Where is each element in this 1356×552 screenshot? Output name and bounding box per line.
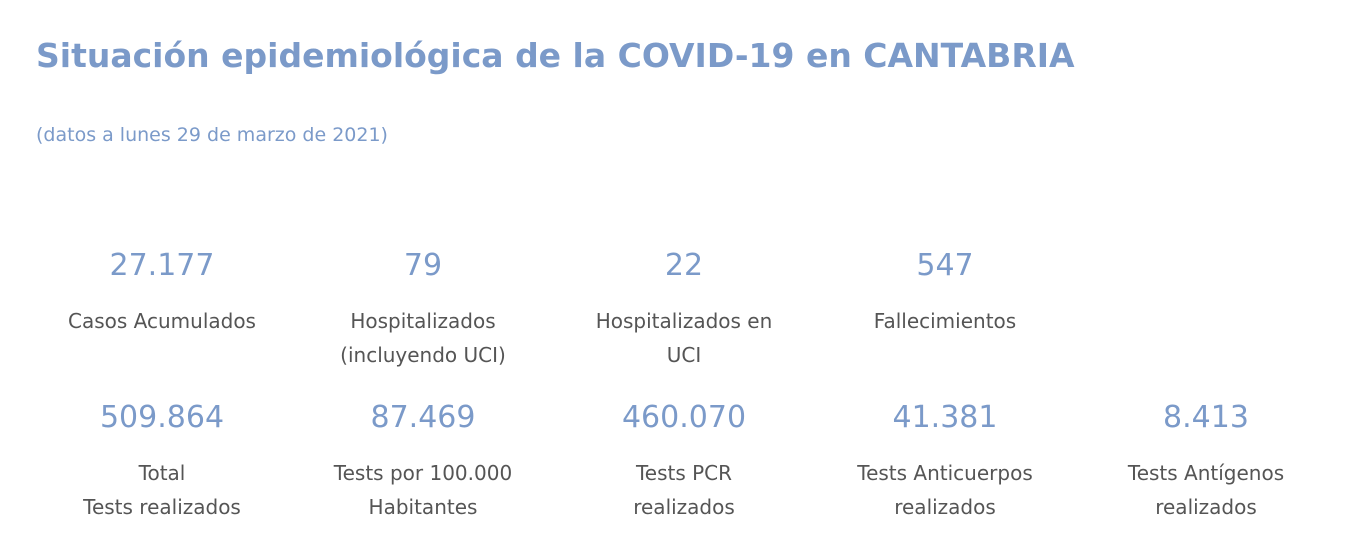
stat-label: Hospitalizados en UCI (595, 309, 773, 367)
stat-label: Casos Acumulados (68, 309, 256, 333)
data-date-subtitle: (datos a lunes 29 de marzo de 2021) (36, 124, 388, 146)
stat-label: Tests Anticuerpos realizados (857, 461, 1033, 519)
stat-label: Fallecimientos (873, 309, 1017, 333)
stat-value: 509.864 (99, 400, 225, 435)
stat-value: 27.177 (109, 248, 215, 283)
stat-tests-antigenos: 8.413 Tests Antígenos realizados (1076, 400, 1336, 524)
stat-fallecimientos: 547 Fallecimientos (815, 248, 1075, 338)
stat-label: Tests por 100.000 Habitantes (333, 461, 513, 519)
page-title: Situación epidemiológica de la COVID-19 … (36, 36, 1075, 75)
stat-value: 8.413 (1163, 400, 1249, 435)
stat-casos-acumulados: 27.177 Casos Acumulados (32, 248, 292, 338)
stat-tests-por-100000: 87.469 Tests por 100.000 Habitantes (293, 400, 553, 524)
stat-value: 460.070 (621, 400, 747, 435)
stat-value: 79 (403, 248, 443, 283)
stat-total-tests: 509.864 Total Tests realizados (32, 400, 292, 524)
stat-label: Tests Antígenos realizados (1127, 461, 1285, 519)
stat-tests-pcr: 460.070 Tests PCR realizados (554, 400, 814, 524)
stat-label: Hospitalizados (incluyendo UCI) (340, 309, 506, 367)
stat-value: 41.381 (892, 400, 998, 435)
stat-tests-anticuerpos: 41.381 Tests Anticuerpos realizados (815, 400, 1075, 524)
stat-label: Tests PCR realizados (633, 461, 735, 519)
stat-hospitalizados-uci: 22 Hospitalizados en UCI (554, 248, 814, 372)
stat-value: 87.469 (370, 400, 476, 435)
stat-label: Total Tests realizados (83, 461, 241, 519)
stat-value: 547 (916, 248, 974, 283)
stat-hospitalizados: 79 Hospitalizados (incluyendo UCI) (293, 248, 553, 372)
stat-value: 22 (664, 248, 704, 283)
